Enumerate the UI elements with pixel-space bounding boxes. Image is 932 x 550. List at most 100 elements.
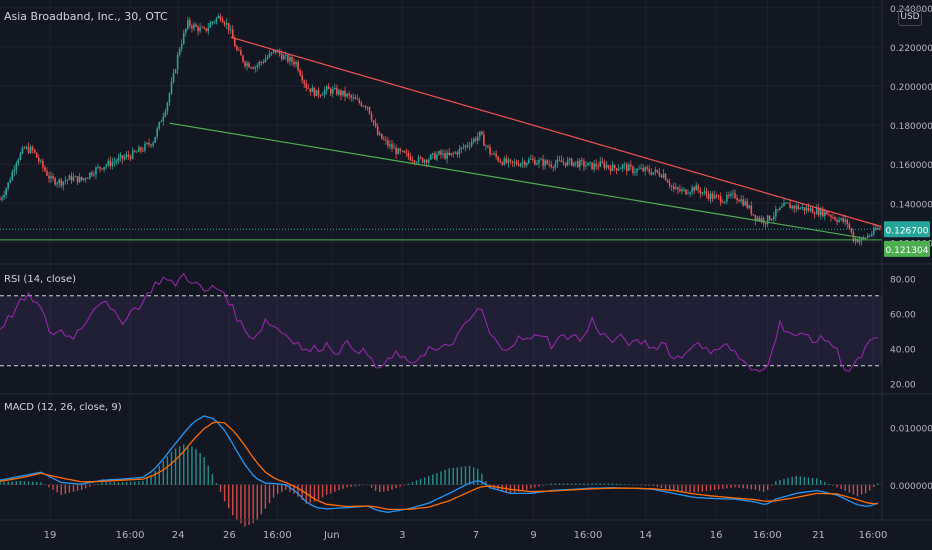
candle-body [607, 165, 610, 168]
candle-body [3, 194, 5, 198]
candle-body [37, 157, 40, 162]
candle-body [397, 148, 399, 155]
macd-histogram-bar [97, 483, 99, 485]
candle-body [254, 67, 257, 69]
candle-body [354, 97, 357, 100]
support-trendline[interactable] [169, 122, 866, 240]
macd-histogram-bar [677, 484, 679, 492]
candle-body [417, 157, 420, 163]
candle-body [123, 157, 126, 159]
candle-body [621, 164, 624, 169]
candle-body [211, 21, 214, 24]
macd-histogram-bar [80, 484, 83, 490]
candle-body [515, 162, 518, 165]
resistance-trendline[interactable] [230, 36, 883, 228]
candle-body [572, 162, 575, 166]
macd-histogram-bar [407, 483, 410, 485]
candle-body [323, 90, 326, 95]
candle-body [811, 208, 814, 214]
candle-body [723, 201, 726, 203]
macd-histogram-bar [330, 484, 332, 494]
candle-body [319, 95, 322, 97]
candle-body [436, 154, 438, 160]
candle-body [295, 61, 297, 65]
candle-body [215, 18, 218, 22]
candle-body [176, 55, 179, 70]
macd-histogram-bar [803, 476, 806, 485]
macd-histogram-bar [750, 484, 753, 490]
macd-histogram-bar [615, 483, 618, 485]
macd-histogram-bar [23, 481, 26, 485]
candle-body [78, 176, 81, 183]
candle-body [164, 111, 167, 117]
candle-body [95, 167, 97, 175]
macd-histogram-bar [726, 484, 728, 489]
macd-histogram-bar [166, 456, 169, 485]
candle-body [701, 192, 704, 194]
macd-histogram-bar [832, 484, 834, 486]
macd-histogram-bar [640, 484, 642, 486]
macd-histogram-bar [648, 484, 650, 486]
macd-tick-label: 0.010000 [890, 425, 932, 435]
candle-body [197, 26, 199, 32]
candle-body [599, 161, 602, 167]
candle-body [652, 172, 655, 175]
candle-body [350, 95, 352, 98]
candle-body [801, 207, 804, 209]
macd-histogram-bar [673, 484, 675, 492]
time-tick-label: 16:00 [859, 530, 888, 541]
macd-histogram-bar [264, 484, 267, 509]
candle-body [113, 161, 116, 163]
candle-body [378, 133, 381, 135]
candle-body [756, 217, 759, 221]
macd-histogram-bar [3, 482, 5, 485]
candle-body [291, 57, 293, 62]
candle-body [368, 106, 371, 114]
currency-button[interactable]: USD [898, 8, 922, 26]
macd-histogram-bar [358, 484, 361, 486]
candle-body [499, 160, 502, 163]
macd-histogram-bar [685, 484, 687, 492]
time-tick-label: 21 [812, 530, 825, 541]
macd-histogram-bar [85, 484, 87, 489]
macd-histogram-bar [325, 484, 328, 495]
time-tick-label: 3 [399, 530, 405, 541]
candle-body [111, 162, 114, 167]
candle-body [242, 55, 244, 62]
candle-body [485, 145, 487, 147]
macd-histogram-bar [362, 484, 365, 486]
candle-body [189, 19, 191, 26]
candle-body [579, 160, 581, 167]
candle-body [546, 160, 548, 164]
macd-histogram-bar [7, 481, 9, 485]
macd-histogram-bar [334, 484, 336, 492]
candle-body [527, 159, 530, 164]
macd-histogram-bar [815, 478, 818, 485]
macd-histogram-bar [383, 484, 385, 492]
macd-histogram-bar [11, 481, 13, 485]
candle-body [576, 161, 579, 167]
candle-body [850, 228, 853, 233]
candle-body [258, 62, 261, 66]
candle-body [458, 148, 461, 155]
candle-body [566, 160, 569, 166]
macd-histogram-bar [550, 483, 552, 485]
candle-body [329, 89, 332, 94]
macd-histogram-bar [722, 484, 724, 489]
macd-histogram-bar [738, 484, 740, 488]
candle-body [72, 177, 75, 181]
candle-body [813, 213, 816, 215]
candle-body [842, 218, 845, 222]
candle-body [280, 54, 283, 60]
candle-body [68, 175, 71, 180]
candle-body [638, 168, 640, 170]
macd-histogram-bar [138, 481, 140, 485]
candle-body [726, 194, 728, 202]
macd-histogram-bar [795, 475, 797, 485]
candle-body [554, 163, 557, 168]
candle-body [297, 61, 299, 71]
candle-body [380, 133, 383, 139]
candle-body [229, 29, 232, 31]
macd-histogram-bar [472, 467, 475, 485]
